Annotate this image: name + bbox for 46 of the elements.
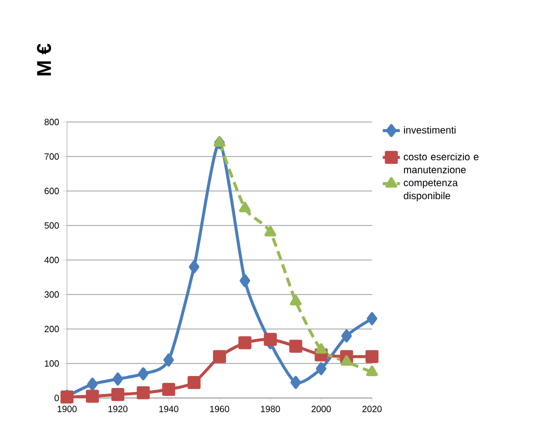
point (163, 354, 174, 367)
point (238, 336, 252, 350)
point (316, 362, 326, 376)
y-tick-label: 700 (44, 153, 59, 160)
y-tick-label: 500 (44, 222, 59, 229)
x-tick-label: 1920 (108, 406, 128, 412)
y-tick-label: 400 (44, 256, 59, 264)
point (315, 343, 327, 354)
x-tick-label: 2000 (312, 406, 331, 412)
point (341, 329, 352, 342)
point (366, 312, 378, 326)
x-tick-label: 1980 (261, 406, 280, 412)
point (239, 202, 251, 212)
point (264, 332, 277, 346)
point (188, 260, 200, 274)
y-tick-label: 100 (44, 360, 59, 367)
point (111, 388, 124, 402)
y-tick-label: 800 (44, 118, 59, 126)
point (366, 350, 378, 364)
x-tick-label: 1940 (159, 406, 178, 412)
y-tick-label: 200 (44, 326, 59, 332)
point (87, 378, 98, 391)
y-tick-label: 0 (54, 394, 59, 402)
point (112, 372, 124, 386)
point (138, 367, 149, 380)
x-tick-label: 2020 (362, 406, 382, 412)
point (340, 355, 352, 366)
point (213, 350, 226, 364)
point (214, 136, 226, 147)
point (289, 340, 302, 353)
point (86, 390, 99, 403)
point (290, 376, 301, 389)
point (162, 382, 176, 396)
y-tick-label: 600 (44, 188, 59, 194)
legend-label: competenza disponibile (404, 180, 458, 202)
x-tick-label: 1900 (58, 406, 77, 412)
point (136, 386, 150, 400)
point (240, 274, 250, 288)
point (366, 366, 378, 376)
legend-label: investimenti (404, 126, 456, 134)
point (188, 376, 201, 389)
point (290, 294, 302, 306)
y-axis-title: M € (36, 44, 52, 76)
x-tick-label: 1960 (210, 406, 230, 412)
y-tick-label: 300 (44, 291, 59, 298)
point (264, 226, 276, 236)
